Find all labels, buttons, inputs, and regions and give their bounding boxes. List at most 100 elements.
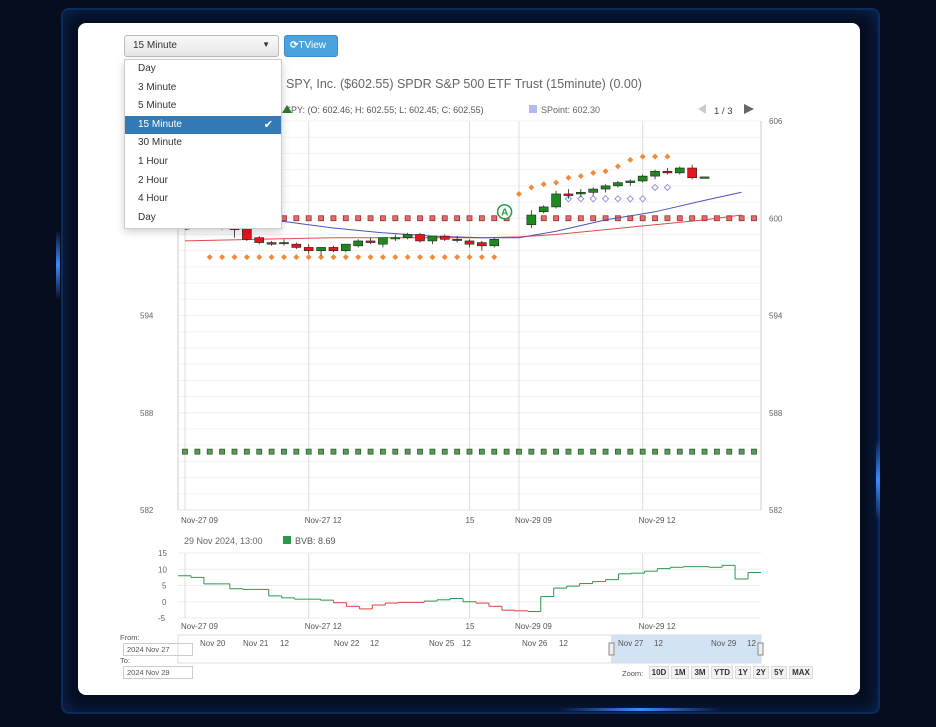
spoint-legend: SPoint: 602.30 — [541, 105, 600, 115]
purple-diamond-marker — [651, 183, 659, 192]
red-marker — [281, 215, 287, 222]
green-marker — [429, 448, 436, 455]
blue-average-line — [184, 191, 742, 239]
candle-body — [242, 227, 252, 240]
interval-option-label: 15 Minute — [138, 118, 182, 130]
zoom-button-5y[interactable]: 5Y — [771, 666, 787, 679]
y-tick-right: 600 — [769, 214, 783, 223]
purple-diamond-marker — [577, 195, 585, 203]
green-marker — [503, 448, 510, 455]
zoom-button-ytd[interactable]: YTD — [711, 666, 733, 679]
green-marker — [676, 448, 683, 455]
green-marker — [565, 448, 572, 455]
zoom-button-2y[interactable]: 2Y — [753, 666, 769, 679]
candle-body — [526, 214, 537, 226]
x-tick-label: Nov-27 12 — [305, 516, 342, 525]
chart-svg: 582582588588594594600600606606Nov-27 09N… — [140, 77, 783, 664]
orange-diamond-marker — [652, 153, 659, 160]
navigator-label: 12 — [370, 639, 379, 648]
purple-diamond-marker — [663, 183, 672, 192]
orange-diamond-marker — [243, 254, 250, 261]
red-marker — [602, 215, 609, 222]
candle-body — [415, 234, 425, 242]
red-marker — [565, 215, 572, 222]
zoom-button-1m[interactable]: 1M — [671, 666, 689, 679]
osc-y-tick: 0 — [162, 598, 167, 607]
interval-option-label: 4 Hour — [138, 193, 169, 205]
zoom-button-3m[interactable]: 3M — [691, 666, 709, 679]
checkmark-icon: ✔ — [263, 118, 273, 131]
interval-option[interactable]: 4 Hour — [125, 190, 281, 209]
purple-diamond-marker — [601, 195, 610, 203]
chart-card: 582582588588594594600600606606Nov-27 09N… — [78, 23, 860, 695]
interval-option[interactable]: 3 Minute — [125, 79, 281, 98]
signal-marker — [496, 204, 513, 220]
green-marker — [268, 448, 275, 455]
candle-body — [477, 242, 487, 247]
osc-y-tick: 10 — [158, 565, 167, 574]
candle-body — [316, 247, 326, 251]
green-marker — [182, 448, 188, 455]
green-marker — [355, 448, 362, 455]
zoom-button-1y[interactable]: 1Y — [735, 666, 751, 679]
interval-option-label: Day — [138, 63, 156, 74]
red-marker — [540, 215, 547, 222]
purple-diamond-marker — [589, 195, 597, 203]
chart-title: SPY, Inc. ($602.55) SPDR S&P 500 ETF Tru… — [286, 77, 642, 91]
osc-y-tick: -5 — [158, 614, 166, 623]
purple-diamond-marker — [614, 195, 622, 203]
interval-option[interactable]: 15 Minute ✔ — [125, 115, 281, 135]
red-marker — [380, 215, 386, 222]
candle-body — [489, 239, 500, 247]
red-marker — [305, 215, 312, 222]
navigator-label: 12 — [654, 639, 663, 648]
tview-button[interactable]: ⟳TView — [284, 35, 338, 57]
interval-select-value: 15 Minute — [133, 40, 177, 51]
navigator-selection — [611, 635, 761, 663]
interval-option[interactable]: Day — [125, 209, 281, 228]
interval-option-label: 30 Minute — [138, 137, 182, 149]
orange-diamond-marker — [231, 254, 238, 261]
navigator-label: 12 — [462, 639, 471, 648]
zoom-button-max[interactable]: MAX — [789, 666, 813, 679]
osc-x-tick-label: Nov-29 12 — [639, 622, 676, 631]
osc-x-tick-label: Nov-27 12 — [305, 622, 342, 631]
orange-diamond-marker — [639, 153, 646, 160]
orange-diamond-marker — [404, 254, 411, 261]
green-marker — [590, 448, 597, 455]
to-date-input[interactable]: 2024 Nov 29 — [123, 666, 193, 679]
interval-option[interactable]: 2 Hour — [125, 172, 281, 191]
green-marker — [738, 448, 745, 455]
red-marker — [441, 215, 448, 222]
from-date-input[interactable]: 2024 Nov 27 — [123, 643, 193, 656]
orange-diamond-marker — [318, 254, 325, 261]
green-marker — [639, 448, 646, 455]
red-marker — [491, 215, 498, 222]
green-marker — [293, 448, 300, 455]
green-marker — [256, 448, 263, 455]
interval-select[interactable]: 15 Minute ▼ — [124, 35, 279, 57]
interval-option-label: 2 Hour — [138, 174, 169, 186]
from-label: From: — [120, 633, 140, 642]
red-marker — [701, 215, 708, 222]
interval-option[interactable]: 30 Minute — [125, 134, 281, 153]
green-marker — [553, 448, 559, 455]
candle-body — [365, 240, 376, 243]
interval-option[interactable]: Day — [125, 60, 281, 79]
interval-option[interactable]: 1 Hour — [125, 153, 281, 172]
sub-legend-date: 29 Nov 2024, 13:00 — [184, 536, 263, 546]
y-tick-left: 582 — [140, 506, 154, 515]
candle-body — [650, 170, 660, 177]
zoom-button-10d[interactable]: 10D — [649, 666, 669, 679]
interval-option[interactable]: 5 Minute — [125, 97, 281, 116]
orange-diamond-marker — [565, 174, 572, 181]
candle-body — [378, 237, 388, 245]
y-tick-right: 606 — [769, 117, 783, 126]
green-marker — [305, 448, 312, 455]
green-marker — [701, 448, 708, 455]
navigator-handle-left — [608, 642, 615, 656]
navigator-handle-right — [757, 642, 764, 656]
legend-page: 1 / 3 — [714, 106, 733, 117]
orange-diamond-marker — [466, 254, 473, 261]
navigator-label: Nov 21 — [243, 639, 269, 648]
